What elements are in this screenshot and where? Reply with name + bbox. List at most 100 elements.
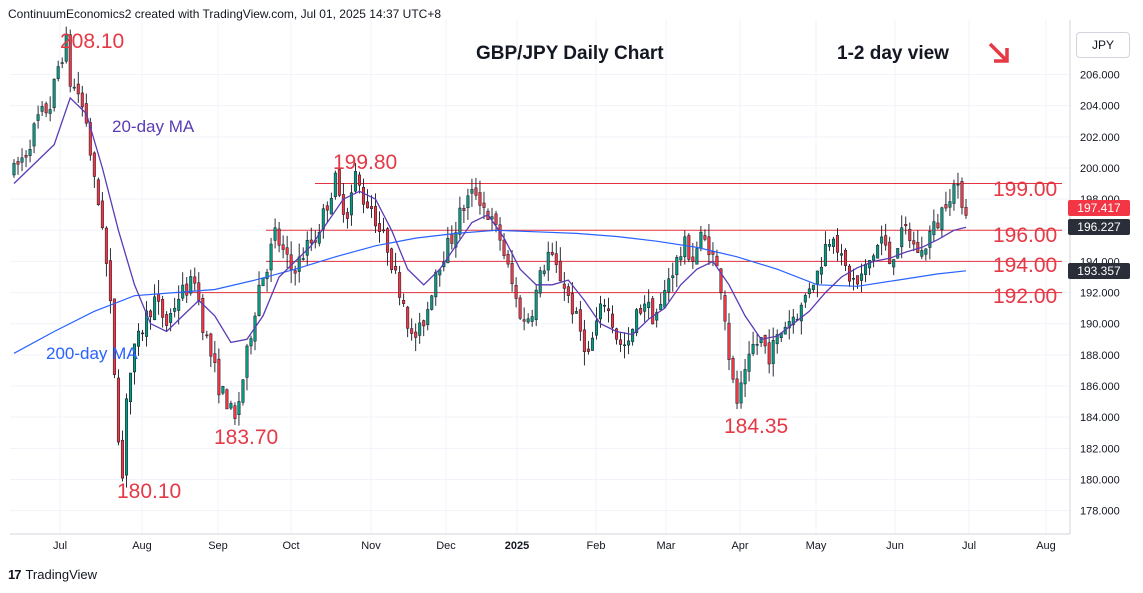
x-tick-label: Jul	[962, 540, 976, 552]
candle	[799, 302, 803, 335]
candle	[807, 282, 811, 299]
candle	[450, 225, 454, 250]
candle	[96, 177, 100, 206]
candle	[631, 328, 635, 346]
candle	[747, 341, 751, 382]
candle	[695, 241, 699, 265]
candle	[205, 330, 209, 339]
candle	[550, 242, 554, 257]
y-tick-label: 180.000	[1080, 474, 1120, 486]
candle	[321, 203, 325, 239]
candle	[554, 241, 558, 273]
candle	[602, 298, 606, 313]
candle	[281, 235, 285, 259]
candle	[145, 301, 149, 347]
candle	[735, 370, 739, 410]
candle	[345, 207, 349, 229]
candle	[128, 372, 132, 415]
horizontal-levels	[175, 183, 1062, 294]
candle	[671, 262, 675, 292]
level-label-192: 192.00	[993, 285, 1058, 308]
candle	[394, 252, 398, 274]
candle	[952, 179, 956, 211]
candle	[44, 101, 48, 118]
candle	[64, 26, 68, 64]
candle	[538, 266, 542, 298]
candle	[522, 307, 526, 331]
candle	[237, 392, 241, 426]
currency-label[interactable]: JPY	[1076, 32, 1130, 58]
candle	[848, 263, 852, 287]
candle	[510, 250, 514, 292]
candle	[474, 177, 478, 200]
candle	[872, 253, 876, 268]
candle	[12, 159, 16, 178]
candle	[398, 265, 402, 306]
candle	[32, 122, 36, 154]
chart-subtitle: 1-2 day view	[837, 43, 949, 64]
candle	[349, 184, 353, 226]
candle	[803, 293, 807, 308]
candle	[518, 295, 522, 321]
candle	[936, 213, 940, 230]
x-tick-label: Jul	[53, 540, 67, 552]
chart-header: ContinuumEconomics2 created with Trading…	[8, 7, 442, 21]
candle	[201, 294, 205, 341]
candle	[426, 301, 430, 331]
candle	[141, 329, 145, 341]
candle	[462, 204, 466, 224]
x-tick-label: Mar	[657, 540, 676, 552]
candle	[454, 221, 458, 258]
candle	[607, 297, 610, 323]
candle	[333, 170, 337, 200]
y-tick-label: 188.000	[1080, 350, 1120, 362]
candle	[683, 230, 687, 265]
candle	[104, 226, 108, 277]
candle	[751, 331, 755, 357]
y-tick-label: 192.000	[1080, 288, 1120, 300]
candle	[100, 192, 104, 230]
annotation-aug-low: 180.10	[117, 480, 182, 503]
candle	[365, 189, 369, 209]
candle	[225, 388, 229, 410]
candle	[707, 224, 711, 265]
candle	[819, 257, 823, 284]
candle	[530, 309, 534, 327]
y-tick-label: 182.000	[1080, 443, 1120, 455]
candle	[382, 217, 386, 234]
candle	[265, 268, 269, 292]
candle	[643, 295, 647, 322]
ma20-line	[13, 96, 967, 344]
candle	[229, 400, 233, 410]
candle	[482, 191, 486, 220]
candle	[269, 237, 273, 283]
candle	[928, 225, 932, 260]
candle	[835, 228, 839, 262]
candle	[337, 167, 341, 198]
candle	[791, 308, 795, 334]
candle	[542, 264, 546, 277]
down-arrow-icon	[988, 42, 1009, 63]
candle	[430, 294, 434, 311]
candle	[904, 216, 908, 235]
candle	[80, 85, 84, 117]
candle	[181, 272, 185, 301]
candle	[639, 304, 643, 316]
candle	[651, 296, 655, 325]
candle	[574, 307, 578, 314]
y-tick-label: 190.000	[1080, 319, 1120, 331]
candle	[590, 331, 594, 351]
candle	[112, 298, 116, 379]
y-tick-label: 184.000	[1080, 412, 1120, 424]
candle	[329, 192, 333, 215]
candle	[623, 332, 627, 359]
candle	[494, 210, 498, 233]
x-tick-label: Oct	[282, 540, 299, 552]
x-tick-label: Nov	[361, 540, 381, 552]
candle	[896, 248, 900, 259]
candle	[827, 239, 831, 251]
level-label-196: 196.00	[993, 224, 1058, 247]
candle	[261, 277, 265, 287]
candle	[562, 272, 566, 301]
